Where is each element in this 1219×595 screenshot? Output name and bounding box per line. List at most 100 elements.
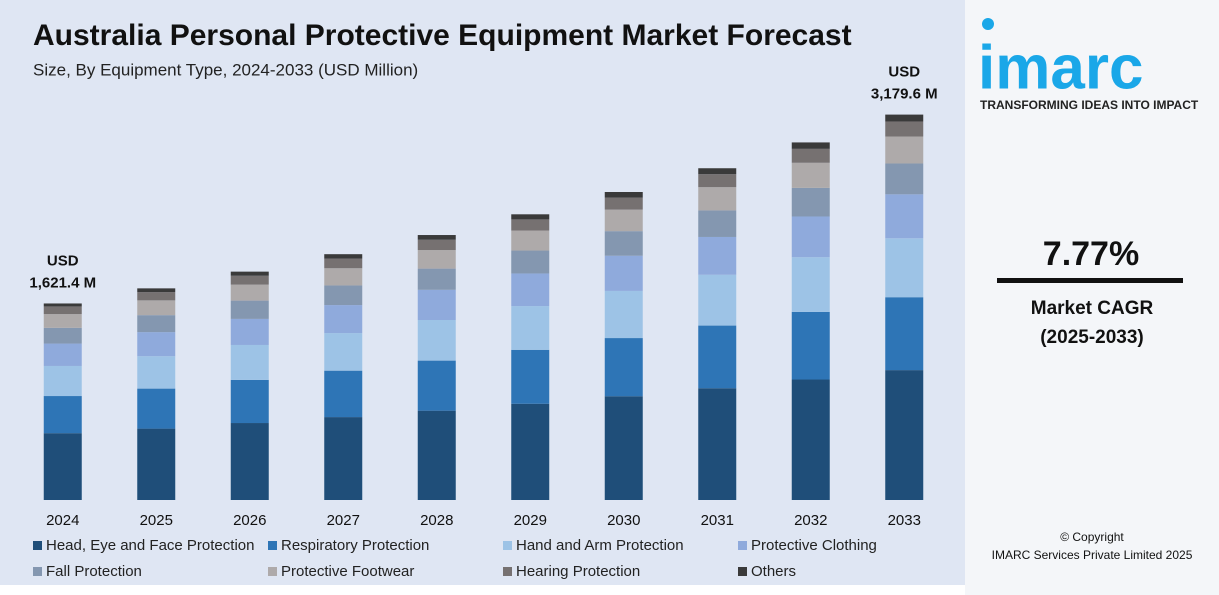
bar-segment [791,142,830,149]
bar-segment [604,192,643,198]
bar-segment [511,219,550,231]
bar-segment [43,303,82,307]
bar-segment [417,250,456,269]
bar-segment [324,258,363,269]
bar-segment [230,271,269,276]
x-tick-label: 2029 [514,512,547,529]
bar-segment [324,268,363,286]
bar-segment [885,136,924,164]
bar-segment [417,239,456,251]
bar-segment [137,428,176,500]
bar-segment [324,285,363,306]
bar-segment [791,311,830,380]
bar-segment [230,344,269,380]
total-label: 3,179.6 M [871,86,938,103]
cagr-period: (2025-2033) [1040,327,1144,348]
bar-segment [698,187,737,211]
bar-segment [511,214,550,220]
chart-title: Australia Personal Protective Equipment … [33,19,852,52]
bar-segment [791,162,830,188]
legend-swatch [738,567,747,576]
x-tick-label: 2032 [794,512,827,529]
bar-segment [698,325,737,389]
bar-segment [137,315,176,333]
legend-label: Respiratory Protection [281,537,429,554]
bar-segment [324,370,363,418]
legend-label: Protective Footwear [281,563,414,580]
sidebar-background [965,0,1219,595]
chart-subtitle: Size, By Equipment Type, 2024-2033 (USD … [33,60,418,79]
bar-segment [230,318,269,345]
x-tick-label: 2031 [701,512,734,529]
cagr-rule [997,278,1183,283]
bar-segment [885,238,924,298]
bar-segment [417,320,456,361]
legend-swatch [33,541,42,550]
bar-segment [885,121,924,137]
bar-segment [43,327,82,344]
bar-segment [511,273,550,307]
bar-segment [604,209,643,232]
bar-segment [791,257,830,312]
bar-segment [511,349,550,404]
company: IMARC Services Private Limited 2025 [992,548,1193,562]
bar-segment [230,300,269,319]
bar-segment [43,314,82,328]
bar-segment [698,210,737,237]
bar-segment [511,250,550,274]
bar-segment [417,360,456,411]
bar-segment [791,379,830,500]
bar-segment [137,288,176,293]
copyright: © Copyright [1060,530,1124,544]
bar-segment [604,396,643,500]
bar-segment [604,197,643,210]
bar-segment [43,306,82,315]
bar-segment [885,194,924,239]
x-tick-label: 2033 [888,512,921,529]
bar-segment [230,275,269,285]
cagr-label: Market CAGR [1031,298,1154,319]
bar-segment [417,235,456,240]
bar-segment [698,388,737,500]
bar-segment [324,333,363,371]
legend-swatch [268,567,277,576]
bar-segment [43,433,82,500]
total-label: 1,621.4 M [29,274,96,291]
total-label-prefix: USD [47,252,79,269]
bar-segment [698,274,737,326]
bar-segment [417,410,456,500]
bar-segment [604,255,643,291]
bar-segment [230,423,269,500]
bar-segment [417,268,456,290]
bar-segment [43,343,82,366]
bar-segment [324,417,363,500]
legend-swatch [738,541,747,550]
bar-segment [885,163,924,195]
cagr-value: 7.77% [1043,235,1139,273]
logo: imarc [978,33,1143,102]
bar-segment [324,305,363,334]
x-tick-label: 2025 [140,512,173,529]
bar-segment [417,289,456,320]
bar-segment [43,396,82,434]
total-label-prefix: USD [888,64,920,81]
bar-segment [230,284,269,301]
bar-segment [698,236,737,275]
legend-label: Head, Eye and Face Protection [46,537,254,554]
legend-label: Fall Protection [46,563,142,580]
bar-segment [511,230,550,251]
bar-segment [137,300,176,316]
bar-segment [604,290,643,339]
bar-segment [604,338,643,397]
bar-segment [698,168,737,175]
bar-segment [791,148,830,163]
x-tick-label: 2030 [607,512,640,529]
bar-segment [230,379,269,424]
bar-segment [137,388,176,429]
bar-segment [511,306,550,350]
x-tick-label: 2026 [233,512,266,529]
x-tick-label: 2028 [420,512,453,529]
bar-segment [698,174,737,188]
